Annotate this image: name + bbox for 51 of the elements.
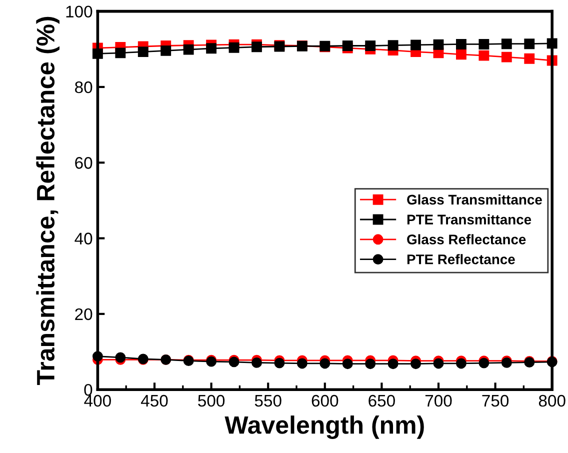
point <box>433 39 444 50</box>
legend-label: Glass Reflectance <box>407 234 526 244</box>
point <box>433 358 444 369</box>
point <box>456 49 466 60</box>
x-tick-label: 650 <box>368 394 395 407</box>
point <box>274 358 285 368</box>
point <box>342 40 353 51</box>
point <box>478 50 490 61</box>
x-tick-label: 800 <box>538 394 566 407</box>
legend-label: PTE Reflectance <box>407 254 515 264</box>
point <box>410 40 421 50</box>
point <box>138 46 148 58</box>
point <box>501 38 512 50</box>
point <box>388 358 398 370</box>
point <box>365 358 376 370</box>
x-tick-label: 750 <box>482 394 509 407</box>
point <box>296 358 308 369</box>
point <box>115 48 126 58</box>
y-tick-label: 100 <box>66 6 92 18</box>
x-tick-label: 700 <box>425 394 452 407</box>
y-axis-title: Transmittance, Reflectance (%) <box>36 16 60 385</box>
y-tick-label: 80 <box>75 81 92 94</box>
x-tick-label: 400 <box>84 394 111 407</box>
point <box>252 358 262 368</box>
x-axis-title: Wavelength (nm) <box>224 416 424 439</box>
point <box>160 45 172 56</box>
point <box>524 38 535 50</box>
point <box>388 40 398 51</box>
legend-label: Glass Transmittance <box>407 194 542 205</box>
point <box>320 358 330 369</box>
legend-label: PTE Transmittance <box>407 214 532 224</box>
x-tick-label: 600 <box>312 394 338 407</box>
y-tick-label: 40 <box>74 232 92 244</box>
point <box>252 42 262 52</box>
point <box>228 42 240 53</box>
point <box>501 52 512 62</box>
y-tick-label: 60 <box>75 157 92 169</box>
y-tick-label: 0 <box>84 384 92 396</box>
point <box>456 39 466 50</box>
point <box>342 358 353 370</box>
point <box>206 43 217 54</box>
point <box>456 358 466 369</box>
point <box>524 53 535 64</box>
y-tick-label: 20 <box>75 308 92 320</box>
x-tick-label: 550 <box>254 394 282 407</box>
x-tick-label: 500 <box>198 394 225 407</box>
point <box>365 40 376 51</box>
point <box>183 44 194 55</box>
point <box>478 39 490 50</box>
x-tick-label: 450 <box>140 394 168 407</box>
point <box>410 358 421 370</box>
